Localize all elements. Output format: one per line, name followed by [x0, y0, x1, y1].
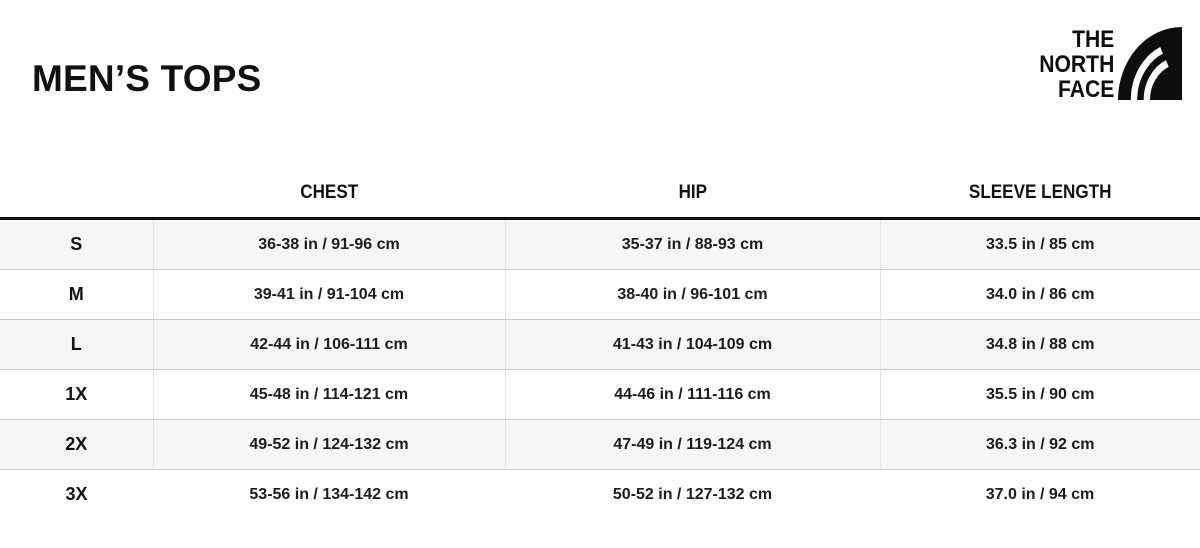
hip-cell: 35-37 in / 88-93 cm	[505, 218, 881, 270]
sleeve-cell: 34.8 in / 88 cm	[880, 319, 1200, 370]
chest-cell: 36-38 in / 91-96 cm	[153, 218, 506, 270]
size-cell: 2X	[0, 419, 154, 470]
table-row: L 42-44 in / 106-111 cm 41-43 in / 104-1…	[0, 319, 1200, 370]
column-header-size	[0, 164, 153, 220]
chest-cell: 45-48 in / 114-121 cm	[153, 369, 506, 420]
size-cell: S	[0, 218, 154, 270]
hip-cell: 44-46 in / 111-116 cm	[505, 369, 881, 420]
logo-line-north: NORTH	[1038, 51, 1114, 78]
header-row: CHEST HIP SLEEVE LENGTH	[0, 164, 1200, 220]
sleeve-cell: 36.3 in / 92 cm	[880, 419, 1200, 470]
sleeve-cell: 37.0 in / 94 cm	[985, 485, 1095, 503]
column-header-hip: HIP	[505, 164, 880, 220]
page-title: MEN’S TOPS	[32, 58, 262, 99]
chest-cell: 42-44 in / 106-111 cm	[153, 319, 506, 370]
column-header-chest: CHEST	[153, 164, 505, 220]
sleeve-cell: 34.0 in / 86 cm	[880, 269, 1200, 320]
sleeve-cell: 35.5 in / 90 cm	[880, 369, 1200, 420]
table-row: 2X 49-52 in / 124-132 cm 47-49 in / 119-…	[0, 419, 1200, 470]
table-row: M 39-41 in / 91-104 cm 38-40 in / 96-101…	[0, 269, 1200, 320]
chest-cell: 53-56 in / 134-142 cm	[249, 485, 409, 503]
table-row: S 36-38 in / 91-96 cm 35-37 in / 88-93 c…	[0, 218, 1200, 270]
hip-cell: 47-49 in / 119-124 cm	[505, 419, 881, 470]
size-table: CHEST HIP SLEEVE LENGTH S 36-38 in / 91-…	[0, 164, 1200, 519]
half-dome-icon	[1118, 27, 1182, 100]
size-cell: 1X	[0, 369, 154, 420]
size-cell: 3X	[65, 484, 88, 504]
size-cell: L	[0, 319, 154, 370]
north-face-logo: THE NORTH FACE	[1029, 27, 1182, 102]
chest-cell: 49-52 in / 124-132 cm	[153, 419, 506, 470]
hip-cell: 50-52 in / 127-132 cm	[612, 485, 773, 503]
hip-cell: 41-43 in / 104-109 cm	[505, 319, 881, 370]
chest-cell: 39-41 in / 91-104 cm	[153, 269, 506, 320]
hip-cell: 38-40 in / 96-101 cm	[505, 269, 881, 320]
table-row: 3X 53-56 in / 134-142 cm 50-52 in / 127-…	[0, 470, 1200, 520]
table-row: 1X 45-48 in / 114-121 cm 44-46 in / 111-…	[0, 369, 1200, 420]
logo-line-face: FACE	[1057, 76, 1114, 103]
size-cell: M	[0, 269, 154, 320]
logo-line-the: THE	[1071, 26, 1114, 53]
logo-wordmark: THE NORTH FACE	[1039, 27, 1114, 102]
column-header-sleeve-length: SLEEVE LENGTH	[880, 164, 1200, 220]
sleeve-cell: 33.5 in / 85 cm	[880, 218, 1200, 270]
